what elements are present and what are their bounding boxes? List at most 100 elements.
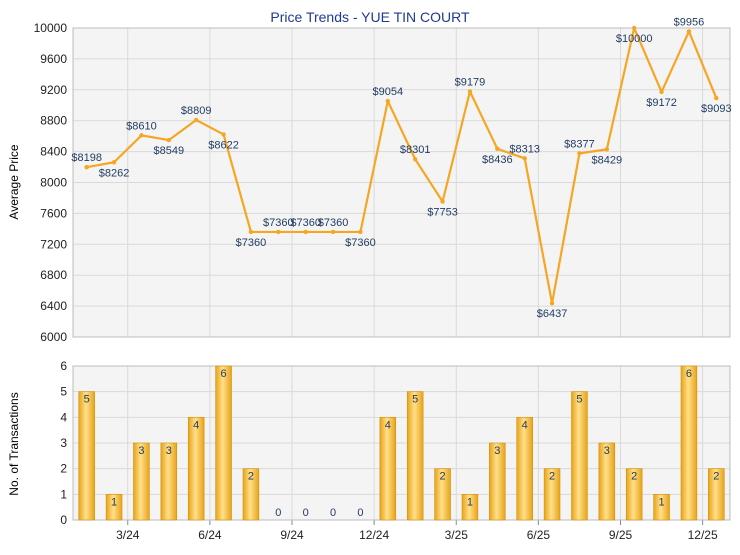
- transaction-bar: [543, 468, 561, 521]
- price-data-label: $7753: [427, 207, 458, 219]
- bar-value-label: 5: [576, 394, 582, 406]
- price-point: [440, 199, 445, 204]
- price-data-label: $7360: [290, 217, 321, 229]
- bar-value-label: 1: [111, 496, 117, 508]
- bar-value-label: 3: [138, 445, 144, 457]
- bar-value-label: 0: [303, 507, 309, 519]
- price-series-line: [86, 26, 718, 305]
- price-point: [467, 89, 473, 94]
- price-y-tick-label: 9200: [40, 83, 67, 97]
- transaction-bar: [160, 442, 178, 521]
- transaction-bar: [242, 468, 260, 521]
- price-point: [221, 132, 226, 137]
- x-tick-label: 6/25: [527, 528, 551, 542]
- price-point: [330, 229, 336, 235]
- transaction-bar: [215, 365, 232, 521]
- price-data-label: $8622: [208, 139, 239, 151]
- price-data-label: $8313: [509, 143, 540, 155]
- price-y-tick-label: 10000: [34, 21, 68, 35]
- transactions-y-tick-label: 4: [60, 410, 67, 424]
- price-data-label: $8436: [482, 154, 513, 166]
- transaction-bar: [187, 417, 205, 521]
- bottom-y-axis-label: No. of Transactions: [7, 392, 21, 495]
- bar-value-label: 0: [357, 507, 363, 519]
- price-panel: 6000 6400 6800 7200 7600 8000 8400 8800 9200 9600…: [34, 16, 732, 344]
- transactions-y-tick-label: 2: [60, 462, 67, 476]
- transaction-bar: [105, 494, 123, 521]
- price-data-label: $8610: [126, 120, 157, 132]
- transactions-y-tick-label: 3: [60, 436, 67, 450]
- x-tick-label: 12/25: [688, 528, 718, 542]
- price-data-label: $8198: [71, 152, 102, 164]
- price-point: [686, 29, 692, 34]
- price-point: [412, 157, 418, 162]
- price-point: [495, 146, 500, 152]
- price-y-tick-label: 8000: [40, 176, 67, 190]
- price-data-label: $7360: [263, 217, 294, 229]
- x-tick-label: 3/24: [116, 528, 140, 542]
- price-y-tick-label: 6400: [40, 299, 67, 313]
- transactions-y-tick-label: 0: [60, 513, 67, 527]
- bar-value-label: 5: [84, 394, 90, 406]
- price-point: [604, 147, 610, 152]
- transaction-bar: [406, 391, 424, 521]
- price-data-label: $8262: [99, 167, 130, 179]
- transaction-bar: [680, 365, 698, 521]
- price-y-tick-label: 7600: [40, 206, 67, 220]
- transaction-bar: [653, 494, 670, 521]
- transaction-bar: [571, 391, 588, 521]
- price-point: [248, 229, 254, 235]
- transaction-bar: [78, 391, 95, 521]
- x-tick-label: 3/25: [445, 528, 469, 542]
- price-point: [166, 137, 172, 143]
- transactions-y-tick-label: 5: [60, 385, 67, 399]
- transaction-bar: [625, 468, 643, 521]
- price-data-label: $9172: [646, 97, 677, 109]
- price-data-label: $8549: [154, 145, 185, 157]
- transaction-bar: [598, 442, 616, 521]
- price-point: [303, 229, 308, 235]
- price-y-tick-label: 6000: [40, 330, 67, 344]
- price-data-label: $6437: [537, 308, 568, 320]
- bar-value-label: 2: [248, 471, 254, 483]
- bar-value-label: 0: [275, 507, 281, 519]
- bar-value-label: 1: [467, 496, 473, 508]
- price-point: [84, 165, 89, 170]
- x-tick-label: 9/24: [280, 528, 304, 542]
- bar-value-label: 3: [494, 445, 500, 457]
- bar-value-label: 2: [631, 471, 637, 483]
- price-point: [522, 156, 527, 161]
- price-data-label: $9093: [701, 103, 732, 115]
- price-point: [385, 98, 391, 104]
- price-point: [549, 301, 555, 306]
- price-y-tick-label: 8400: [40, 145, 67, 159]
- bar-value-label: 2: [713, 471, 719, 483]
- transactions-plot-border: [72, 365, 731, 521]
- transaction-bar: [708, 468, 725, 521]
- transaction-bar: [133, 442, 150, 521]
- bar-value-label: 2: [440, 471, 446, 483]
- price-data-label: $8301: [400, 144, 431, 156]
- price-point: [659, 89, 664, 95]
- bar-value-label: 6: [221, 368, 227, 380]
- bar-value-label: 4: [522, 419, 528, 431]
- transaction-bar: [434, 468, 451, 521]
- bar-value-label: 3: [604, 445, 610, 457]
- price-data-label: $9179: [455, 76, 486, 88]
- bar-value-label: 4: [385, 419, 391, 431]
- price-point: [631, 25, 637, 31]
- transaction-bar: [516, 417, 533, 521]
- bar-value-label: 3: [166, 445, 172, 457]
- price-point: [111, 160, 117, 165]
- price-data-label: $8377: [564, 138, 595, 150]
- price-point: [139, 133, 144, 138]
- price-point: [276, 229, 281, 235]
- x-tick-label: 9/25: [609, 528, 633, 542]
- transaction-bar: [461, 494, 479, 521]
- transaction-bar: [489, 442, 506, 521]
- x-tick-label: 12/24: [359, 528, 389, 542]
- price-y-tick-label: 6800: [40, 268, 67, 282]
- bar-value-label: 0: [330, 507, 336, 519]
